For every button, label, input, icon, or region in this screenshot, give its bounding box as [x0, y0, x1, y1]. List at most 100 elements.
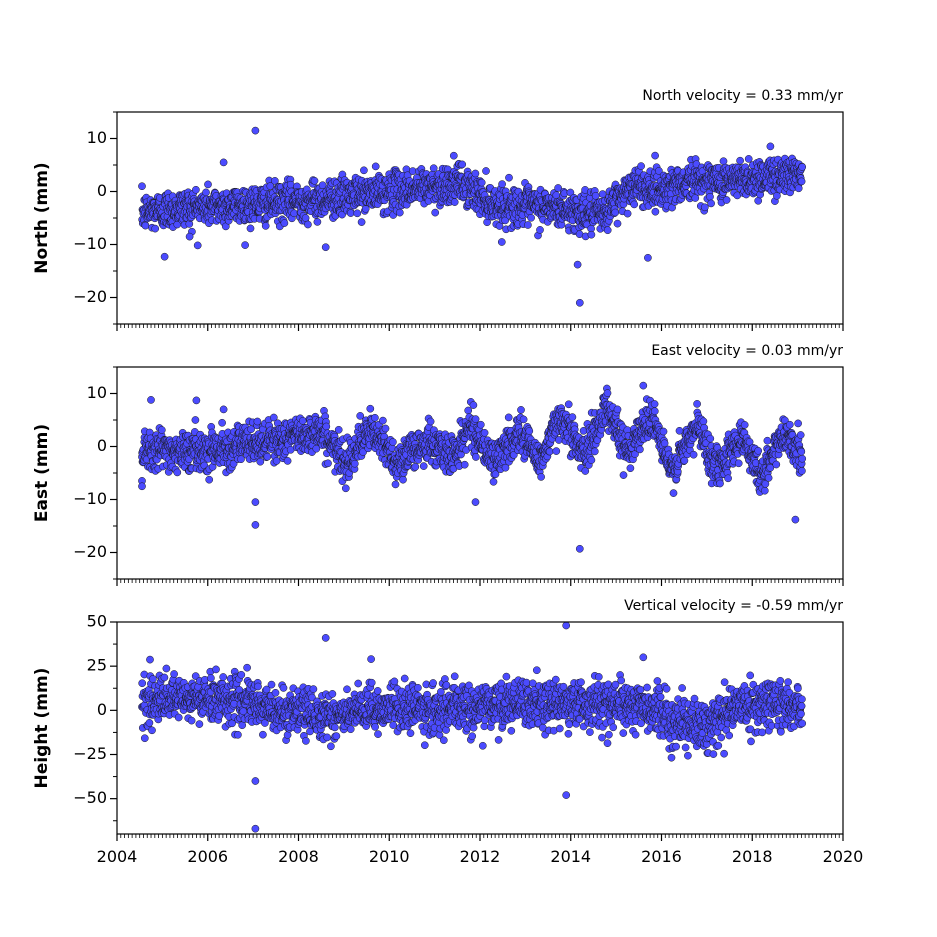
data-point: [525, 427, 534, 435]
data-point: [218, 418, 226, 427]
data-point: [797, 177, 806, 186]
data-point: [464, 406, 473, 415]
data-point: [669, 489, 678, 497]
data-point: [191, 416, 200, 424]
east-panel: East velocity = 0.03 mm/yr East (mm) −20…: [32, 343, 844, 586]
north-y-axis-label: North (mm): [32, 162, 52, 273]
y-tick-label: 10: [87, 383, 107, 402]
data-point: [798, 163, 807, 171]
data-point: [381, 424, 390, 433]
data-point: [724, 474, 732, 483]
data-point: [524, 221, 532, 229]
data-point: [764, 474, 773, 482]
data-point: [391, 480, 400, 489]
data-point: [722, 196, 731, 204]
data-point: [736, 156, 744, 165]
outlier-point: [138, 482, 146, 491]
data-point: [566, 188, 575, 197]
east-y-axis-label: East (mm): [32, 424, 52, 522]
data-point: [491, 470, 500, 479]
y-tick-label: 0: [97, 181, 107, 200]
y-tick-label: −20: [73, 542, 107, 561]
data-point: [655, 167, 663, 175]
data-point: [650, 400, 659, 408]
data-point: [651, 151, 659, 160]
east-velocity-title: East velocity = 0.03 mm/yr: [651, 343, 843, 359]
data-point: [399, 475, 407, 484]
data-point: [745, 438, 754, 446]
data-point: [489, 477, 498, 486]
data-point: [552, 447, 561, 455]
data-point: [707, 199, 715, 208]
data-point: [699, 417, 708, 426]
data-point: [360, 166, 368, 175]
data-point: [371, 413, 379, 422]
data-point: [205, 475, 214, 484]
data-point: [554, 184, 562, 192]
data-point: [798, 467, 806, 475]
y-tick-label: −10: [73, 489, 107, 508]
data-point: [587, 456, 596, 464]
outlier-point: [219, 405, 228, 414]
outlier-point: [575, 298, 584, 307]
data-point: [766, 463, 775, 472]
data-point: [651, 207, 660, 216]
data-point: [505, 173, 513, 182]
data-point: [472, 453, 480, 461]
data-point: [313, 218, 322, 226]
data-point: [157, 426, 166, 434]
data-point: [706, 192, 714, 201]
outlier-point: [575, 544, 584, 553]
data-point: [173, 468, 182, 477]
data-point: [568, 413, 577, 421]
data-point: [797, 447, 806, 456]
data-point: [659, 427, 668, 436]
data-point: [280, 219, 289, 227]
data-point: [341, 484, 350, 493]
data-point: [395, 208, 404, 217]
outlier-point: [147, 396, 155, 404]
north-panel: North velocity = 0.33 mm/yr North (mm) −…: [32, 88, 844, 331]
data-point: [246, 224, 255, 233]
data-point: [527, 213, 535, 222]
outlier-point: [192, 396, 201, 405]
data-point: [794, 184, 803, 193]
data-point: [689, 450, 698, 459]
outlier-point: [160, 252, 169, 261]
data-point: [501, 463, 510, 472]
data-point: [301, 214, 310, 222]
data-point: [794, 419, 802, 428]
data-point: [237, 455, 245, 464]
data-point: [286, 180, 295, 189]
outlier-point: [251, 521, 260, 529]
outlier-point: [766, 142, 775, 151]
outlier-point: [219, 158, 228, 167]
data-point: [202, 188, 210, 197]
data-point: [480, 428, 489, 437]
outlier-point: [251, 498, 260, 506]
data-point: [693, 400, 701, 408]
data-point: [266, 182, 275, 190]
data-point: [334, 425, 343, 434]
data-point: [256, 457, 265, 466]
data-point: [798, 454, 807, 463]
data-point: [389, 438, 397, 446]
data-point: [591, 191, 600, 200]
data-point: [261, 222, 270, 230]
data-point: [761, 480, 770, 488]
data-point: [431, 208, 440, 217]
data-point: [598, 190, 607, 198]
data-point: [536, 226, 544, 234]
data-point: [429, 164, 438, 173]
data-point: [660, 439, 669, 448]
data-point: [587, 230, 596, 239]
data-point: [744, 155, 753, 163]
data-point: [564, 400, 573, 409]
data-point: [611, 208, 620, 217]
data-point: [650, 407, 659, 416]
data-point: [346, 209, 355, 217]
data-point: [763, 436, 772, 445]
